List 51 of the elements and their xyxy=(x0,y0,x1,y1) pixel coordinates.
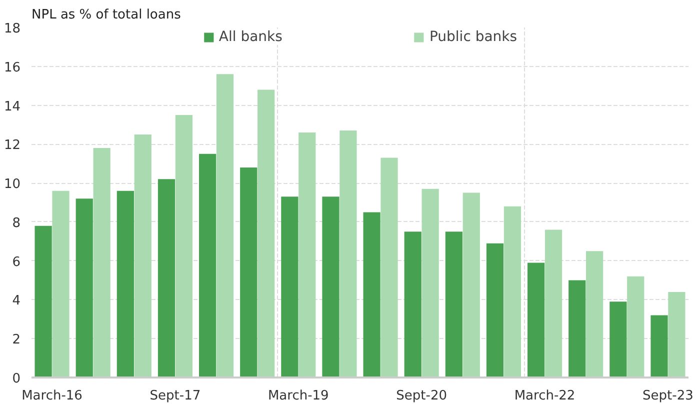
legend-label: Public banks xyxy=(429,29,518,45)
bar xyxy=(175,115,192,378)
bar xyxy=(610,302,627,378)
bar xyxy=(486,243,504,378)
bar xyxy=(380,158,398,378)
bar xyxy=(462,192,480,378)
y-tick-label: 6 xyxy=(12,254,21,270)
x-tick-label: Sept-17 xyxy=(150,388,201,404)
y-tick-label: 2 xyxy=(12,332,21,348)
bar xyxy=(76,198,93,378)
legend-label: All banks xyxy=(218,29,282,45)
bar xyxy=(199,154,216,378)
bar xyxy=(528,262,545,378)
bar xyxy=(93,148,110,378)
bar xyxy=(504,206,521,378)
bar xyxy=(258,90,275,378)
bar xyxy=(298,132,316,378)
bar xyxy=(52,190,70,378)
y-tick-label: 16 xyxy=(4,60,21,76)
x-tick-label: March-16 xyxy=(22,388,82,404)
bar xyxy=(404,232,422,378)
y-tick-label: 10 xyxy=(4,177,21,192)
bar xyxy=(134,134,152,378)
bar xyxy=(240,168,258,378)
bar xyxy=(116,190,134,378)
y-axis-title: NPL as % of total loans xyxy=(32,8,182,22)
y-tick-label: 4 xyxy=(12,294,21,309)
bar xyxy=(158,179,176,378)
bar xyxy=(363,212,380,378)
x-tick-label: March-19 xyxy=(268,388,329,404)
bar xyxy=(322,196,340,378)
y-tick-label: 8 xyxy=(12,216,21,231)
y-tick-label: 0 xyxy=(12,372,21,386)
bar xyxy=(586,251,604,378)
bar xyxy=(422,188,439,378)
bar xyxy=(340,130,357,378)
bar xyxy=(627,276,644,378)
bar xyxy=(568,280,586,378)
x-tick-label: Sept-23 xyxy=(642,388,694,404)
bar xyxy=(34,226,52,378)
y-tick-label: 14 xyxy=(4,99,21,114)
y-tick-label: 12 xyxy=(4,138,21,154)
bar xyxy=(445,232,462,378)
bar xyxy=(668,292,686,378)
bar xyxy=(281,196,298,378)
bar xyxy=(216,74,234,378)
x-tick-label: Sept-20 xyxy=(396,388,448,404)
y-tick-label: 18 xyxy=(4,22,21,36)
bar xyxy=(544,230,562,378)
x-tick-label: March-22 xyxy=(514,388,576,404)
bar xyxy=(650,315,668,378)
